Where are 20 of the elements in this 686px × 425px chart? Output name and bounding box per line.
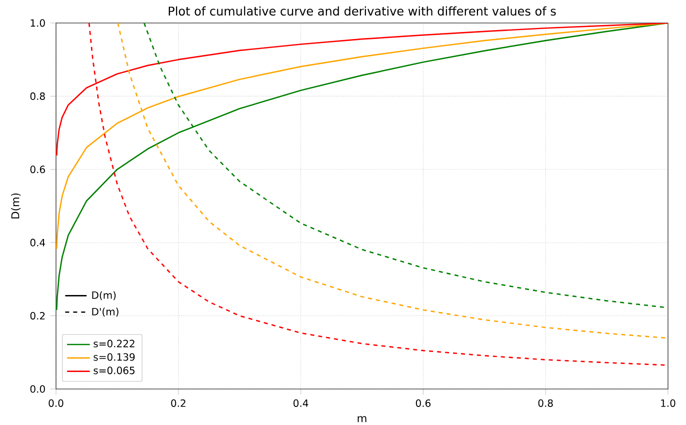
x-axis-title: m — [358, 416, 366, 422]
x-tick-label: 0.0 — [48, 399, 64, 407]
y-axis-title: D(m) — [11, 193, 21, 218]
legend-label: s=0.222 — [94, 340, 134, 348]
x-tick-label: 0.6 — [416, 399, 431, 407]
y-tick-label: 0.8 — [30, 92, 45, 100]
y-tick-label: 0.4 — [30, 238, 46, 246]
x-tick-label: 0.4 — [294, 399, 308, 407]
x-tick-label: 0.2 — [171, 399, 186, 407]
y-tick-label: 0.0 — [30, 385, 45, 393]
annotation: D'(m) — [92, 308, 118, 317]
legend-label: s=0.139 — [94, 353, 135, 361]
annotation: D(m) — [92, 291, 116, 300]
y-tick-label: 0.2 — [30, 312, 45, 320]
legend-label: s=0.065 — [94, 366, 134, 374]
chart-title: Plot of cumulative curve and derivative with different values of s — [168, 6, 556, 16]
x-tick-label: 1.0 — [661, 399, 676, 407]
y-tick-label: 1.0 — [30, 19, 45, 27]
x-tick-label: 0.8 — [538, 399, 553, 407]
y-tick-label: 0.6 — [30, 166, 45, 174]
